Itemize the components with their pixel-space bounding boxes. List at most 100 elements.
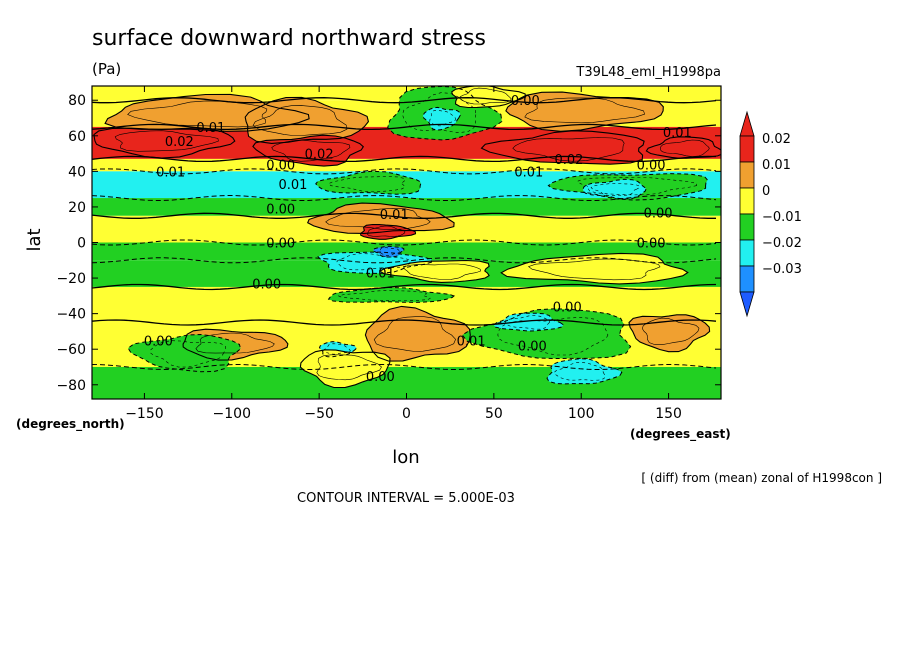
y-tick-label-8: 80 [68, 93, 86, 109]
contour-label-0: 0.01 [196, 121, 225, 136]
contour-inner-line-8 [459, 87, 512, 105]
band-contour-5 [92, 194, 717, 202]
colorbar-label-4: −0.02 [762, 236, 802, 251]
diff-annotation: [ (diff) from (mean) zonal of H1998con ] [641, 471, 882, 485]
band-contour-8 [92, 257, 717, 264]
contour-line-8 [451, 86, 527, 109]
colorbar-swatch-4 [739, 239, 755, 267]
contour-line-4 [252, 134, 365, 167]
x-axis-label: lon [392, 447, 419, 468]
anomaly-region-5 [481, 130, 645, 165]
contour-labels: 0.010.020.020.000.010.010.000.010.020.01… [144, 94, 692, 385]
x-tick-label-3: 0 [402, 406, 411, 422]
contour-label-1: 0.02 [165, 135, 194, 150]
contour-inner-line-7 [402, 92, 477, 134]
band-contour-11 [92, 363, 717, 371]
contour-line-21 [182, 328, 289, 361]
x-tick-label-5: 100 [568, 406, 595, 422]
contour-label-16: 0.01 [366, 267, 395, 282]
contour-label-10: 0.00 [637, 158, 666, 173]
contour-line-14 [360, 223, 417, 240]
contour-inner-line-22 [641, 317, 700, 346]
plot-area: 0.010.020.020.000.010.010.000.010.020.01… [92, 86, 721, 399]
anomaly-region-6 [646, 136, 721, 159]
contour-label-2: 0.02 [305, 148, 334, 163]
contour-inner-line-21 [195, 332, 275, 354]
contour-label-7: 0.01 [663, 126, 692, 141]
contour-line-25 [492, 312, 565, 332]
y-tick-label-2: −40 [56, 307, 86, 323]
colorbar-swatch-0 [739, 135, 755, 163]
contour-line-12 [315, 170, 422, 195]
contour-label-17: 0.00 [252, 277, 281, 292]
colorbar-label-0: 0.02 [762, 132, 791, 147]
contour-label-18: 0.00 [553, 301, 582, 316]
y-tick-label-1: −60 [56, 342, 86, 358]
contour-label-13: 0.00 [644, 206, 673, 221]
anomaly-region-23 [128, 334, 241, 372]
contour-inner-line-27 [323, 343, 351, 355]
contour-line-28 [299, 349, 391, 389]
band-contour-10 [92, 319, 717, 326]
anomaly-region-25 [493, 313, 564, 331]
contour-label-19: 0.00 [144, 334, 173, 349]
contour-interval-label: CONTOUR INTERVAL = 5.000E-03 [297, 491, 515, 506]
band-contour-7 [92, 239, 717, 246]
contour-inner-line-14 [367, 225, 406, 237]
y-tick-label-4: 0 [77, 236, 86, 252]
colorbar-label-5: −0.03 [762, 262, 802, 277]
colorbar-top-arrow [739, 110, 755, 137]
run-label: T39L48_eml_H1998pa [575, 65, 721, 80]
contour-line-10 [547, 173, 709, 201]
contour-line-7 [387, 86, 503, 141]
anomaly-region-12 [315, 171, 421, 195]
contour-inner-line-25 [504, 315, 550, 330]
contour-inner-line-24 [497, 316, 609, 356]
contour-inner-line-3 [114, 130, 219, 152]
colorbar-swatch-3 [739, 213, 755, 241]
anomaly-region-26 [547, 358, 622, 384]
contour-line-20 [364, 305, 471, 362]
band-contour-6 [92, 212, 716, 219]
anomaly-region-28 [300, 349, 390, 388]
colorbar-label-3: −0.01 [762, 210, 802, 225]
colorbar-swatch-2 [739, 187, 755, 215]
contour-label-15: 0.00 [637, 237, 666, 252]
contour-label-8: 0.02 [555, 153, 584, 168]
y-axis-ticks: −80 −60 −40 −20 0 20 40 60 80 [56, 93, 721, 394]
contour-line-15 [317, 251, 433, 274]
contour-line-19 [327, 286, 456, 303]
contour-line-22 [628, 314, 711, 353]
contour-label-12: 0.01 [380, 208, 409, 223]
y-tick-label-7: 60 [68, 129, 86, 145]
contour-line-6 [645, 136, 721, 159]
zonal-band-7 [92, 242, 721, 261]
contour-inner-line-10 [576, 177, 697, 196]
y-tick-label-5: 20 [68, 200, 86, 216]
contour-line-9 [422, 106, 461, 131]
band-contour-3 [92, 155, 717, 163]
x-axis-unit-label: (degrees_east) [630, 427, 731, 442]
contour-lines [92, 86, 721, 389]
contour-label-6: 0.00 [511, 94, 540, 109]
contour-inner-line-16 [379, 247, 400, 256]
contour-line-17 [378, 259, 490, 283]
contour-inner-line-20 [373, 316, 456, 352]
contour-label-22: 0.00 [366, 370, 395, 385]
band-contour-4 [92, 168, 717, 175]
contour-line-26 [546, 358, 623, 385]
band-contour-1 [92, 97, 717, 104]
contour-line-1 [244, 96, 369, 144]
contour-inner-line-6 [660, 139, 710, 157]
contour-line-16 [372, 245, 405, 258]
contour-inner-line-1 [252, 105, 348, 136]
contour-label-21: 0.00 [518, 340, 547, 355]
x-tick-label-1: −100 [213, 406, 251, 422]
x-tick-label-4: 50 [485, 406, 503, 422]
colorbar-label-1: 0.01 [762, 158, 791, 173]
x-axis-ticks: −150 −100 −50 0 50 100 150 [125, 86, 682, 422]
contour-label-11: 0.00 [266, 203, 295, 218]
contour-label-20: 0.01 [457, 334, 486, 349]
contour-label-5: 0.01 [278, 178, 307, 193]
